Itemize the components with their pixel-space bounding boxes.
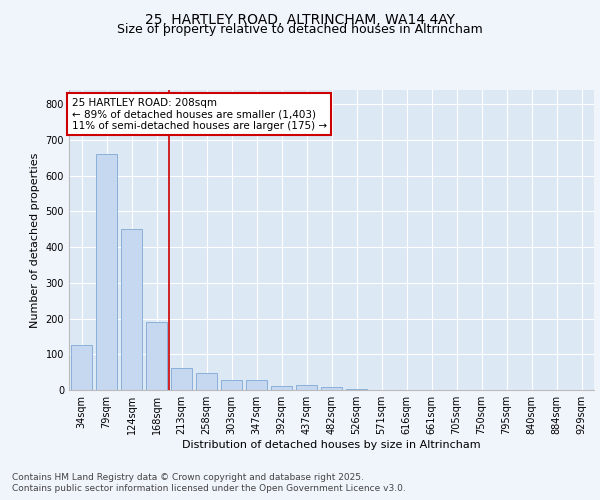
Text: Contains HM Land Registry data © Crown copyright and database right 2025.: Contains HM Land Registry data © Crown c… xyxy=(12,472,364,482)
Bar xyxy=(71,344,92,390)
Bar xyxy=(271,386,292,390)
Bar xyxy=(96,154,117,390)
Text: 25 HARTLEY ROAD: 208sqm
← 89% of detached houses are smaller (1,403)
11% of semi: 25 HARTLEY ROAD: 208sqm ← 89% of detache… xyxy=(71,98,327,130)
Bar xyxy=(221,380,242,390)
Text: 25, HARTLEY ROAD, ALTRINCHAM, WA14 4AY: 25, HARTLEY ROAD, ALTRINCHAM, WA14 4AY xyxy=(145,12,455,26)
Bar xyxy=(146,322,167,390)
Bar xyxy=(296,385,317,390)
Bar xyxy=(171,368,192,390)
Bar xyxy=(321,387,342,390)
X-axis label: Distribution of detached houses by size in Altrincham: Distribution of detached houses by size … xyxy=(182,440,481,450)
Bar xyxy=(196,373,217,390)
Bar xyxy=(246,380,267,390)
Text: Size of property relative to detached houses in Altrincham: Size of property relative to detached ho… xyxy=(117,22,483,36)
Y-axis label: Number of detached properties: Number of detached properties xyxy=(30,152,40,328)
Text: Contains public sector information licensed under the Open Government Licence v3: Contains public sector information licen… xyxy=(12,484,406,493)
Bar xyxy=(121,230,142,390)
